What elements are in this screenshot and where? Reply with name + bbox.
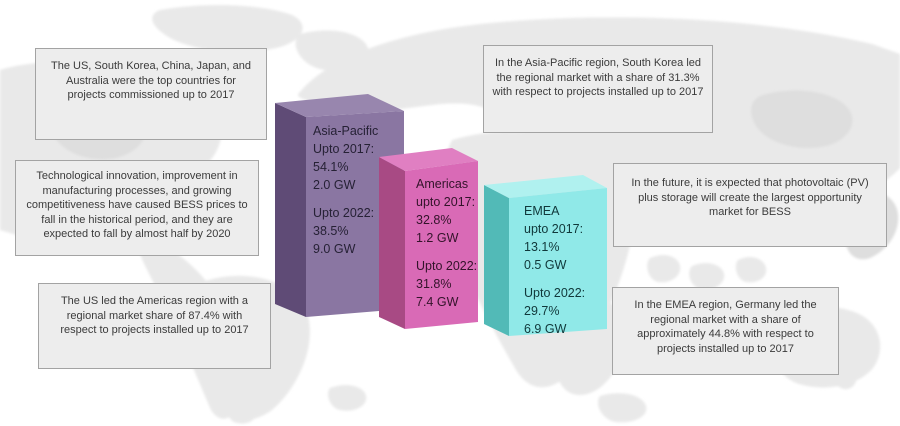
callout-us-americas-share: The US led the Americas region with a re… bbox=[38, 283, 271, 369]
bar-americas-front-face bbox=[405, 161, 478, 329]
bar-asia-pacific-top-face bbox=[275, 94, 404, 117]
period2-label: Upto 2022: bbox=[313, 206, 375, 220]
callout-pv-plus-storage: In the future, it is expected that photo… bbox=[613, 163, 887, 247]
spacer bbox=[416, 247, 477, 257]
period1-share: 54.1% bbox=[313, 160, 349, 174]
bar-emea-side-face bbox=[484, 185, 509, 336]
callout-text: In the Asia-Pacific region, South Korea … bbox=[492, 57, 704, 98]
callout-text: Technological innovation, improvement in… bbox=[26, 170, 248, 240]
period1-share: 32.8% bbox=[416, 213, 452, 227]
callout-top-countries: The US, South Korea, China, Japan, and A… bbox=[35, 48, 267, 140]
spacer bbox=[524, 274, 585, 284]
callout-bess-prices: Technological innovation, improvement in… bbox=[15, 160, 259, 256]
bar-emea-front-face bbox=[509, 188, 607, 336]
period1-capacity: 2.0 GW bbox=[313, 178, 356, 192]
period1-label: upto 2017: bbox=[416, 195, 476, 209]
callout-text: In the future, it is expected that photo… bbox=[631, 177, 869, 218]
bar-americas-top-face bbox=[379, 148, 478, 171]
period1-share: 13.1% bbox=[524, 240, 560, 254]
callout-germany-emea-share: In the EMEA region, Germany led the regi… bbox=[612, 287, 839, 375]
bar-americas-side-face bbox=[379, 157, 405, 329]
callout-text: The US, South Korea, China, Japan, and A… bbox=[51, 60, 251, 101]
period2-capacity: 9.0 GW bbox=[313, 242, 356, 256]
period2-capacity: 7.4 GW bbox=[416, 295, 459, 309]
bar-label-emea: EMEA upto 2017: 13.1% 0.5 GW Upto 2022: … bbox=[524, 202, 585, 338]
callout-text: In the EMEA region, Germany led the regi… bbox=[634, 299, 817, 355]
period2-share: 38.5% bbox=[313, 224, 349, 238]
bar-emea bbox=[484, 175, 607, 336]
period2-share: 29.7% bbox=[524, 304, 560, 318]
spacer bbox=[313, 194, 378, 204]
callout-south-korea-share: In the Asia-Pacific region, South Korea … bbox=[483, 45, 713, 133]
callout-text: The US led the Americas region with a re… bbox=[60, 295, 249, 336]
bar-label-americas: Americas upto 2017: 32.8% 1.2 GW Upto 20… bbox=[416, 175, 477, 311]
bar-emea-top-face bbox=[484, 175, 607, 198]
period1-label: upto 2017: bbox=[524, 222, 584, 236]
bar-label-asia-pacific: Asia-Pacific Upto 2017: 54.1% 2.0 GW Upt… bbox=[313, 122, 378, 258]
period2-capacity: 6.9 GW bbox=[524, 322, 567, 336]
region-name: Asia-Pacific bbox=[313, 124, 379, 138]
period1-capacity: 0.5 GW bbox=[524, 258, 567, 272]
period1-capacity: 1.2 GW bbox=[416, 231, 459, 245]
bar-americas bbox=[379, 148, 478, 329]
region-name: Americas bbox=[416, 177, 469, 191]
period1-label: Upto 2017: bbox=[313, 142, 375, 156]
period2-label: Upto 2022: bbox=[416, 259, 478, 273]
bar-asia-pacific-side-face bbox=[275, 103, 306, 317]
period2-label: Upto 2022: bbox=[524, 286, 586, 300]
period2-share: 31.8% bbox=[416, 277, 452, 291]
region-name: EMEA bbox=[524, 204, 560, 218]
